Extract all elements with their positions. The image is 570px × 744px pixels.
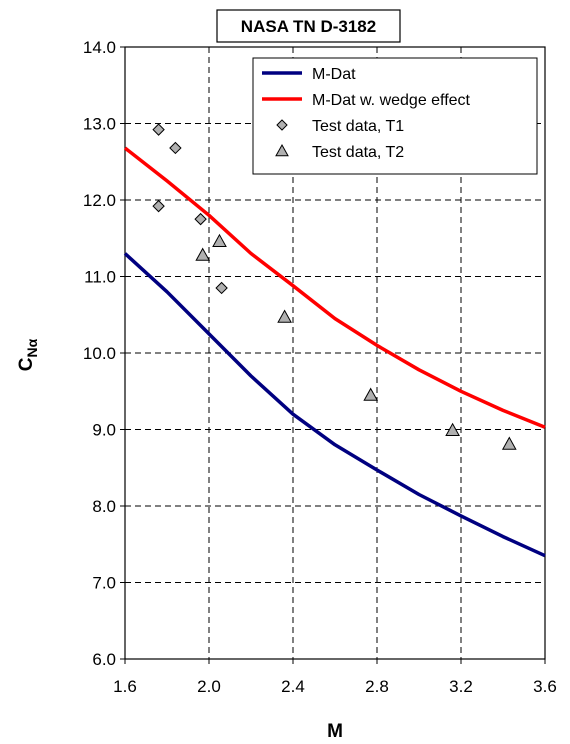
data-point-test-data-t2 <box>212 233 227 248</box>
series-line-m-dat-w-wedge-effect <box>123 146 546 429</box>
legend-marker <box>275 143 289 157</box>
chart-title-box: NASA TN D-3182 <box>216 9 401 43</box>
data-point-test-data-t2 <box>277 309 292 323</box>
series-layer <box>123 123 546 558</box>
data-point-test-data-t1 <box>169 141 182 155</box>
y-tick-label: 12.0 <box>83 191 116 210</box>
chart-title: NASA TN D-3182 <box>241 17 376 36</box>
x-tick-label: 2.8 <box>365 677 389 696</box>
y-tick-label: 9.0 <box>92 421 116 440</box>
legend-label: M-Dat w. wedge effect <box>312 92 471 109</box>
y-tick-label: 14.0 <box>83 38 116 57</box>
x-tick-label: 1.6 <box>113 677 137 696</box>
legend-label: M-Dat <box>312 66 356 83</box>
x-tick-label: 2.4 <box>281 677 305 696</box>
y-tick-label: 7.0 <box>92 574 116 593</box>
data-point-test-data-t1 <box>194 212 207 226</box>
legend-box <box>252 57 538 175</box>
y-tick-label: 8.0 <box>92 497 116 516</box>
y-tick-label: 6.0 <box>92 650 116 669</box>
data-point-test-data-t1 <box>215 281 228 295</box>
data-point-test-data-t2 <box>501 436 517 450</box>
data-point-test-data-t2 <box>445 422 460 436</box>
axis-tick-labels: 1.6 2.0 2.4 2.8 3.2 3.6 6.0 7.0 8.0 9.0 10.0 11.0 12… <box>83 38 557 696</box>
y-tick-label: 11.0 <box>84 268 116 287</box>
y-axis-title: CNα <box>16 338 40 371</box>
x-tick-label: 3.2 <box>449 677 473 696</box>
y-tick-label: 13.0 <box>83 115 116 134</box>
data-point-test-data-t2 <box>363 387 379 401</box>
y-axis-title-main: C <box>16 357 37 371</box>
data-point-test-data-t1 <box>152 123 165 136</box>
x-tick-label: 3.6 <box>533 677 557 696</box>
y-tick-label: 10.0 <box>83 344 116 363</box>
data-point-test-data-t2 <box>195 247 211 261</box>
x-axis-title: M <box>327 721 343 742</box>
legend-marker <box>276 119 288 131</box>
series-line-m-dat <box>123 252 546 558</box>
legend-label: Test data, T1 <box>312 118 404 135</box>
y-axis-title-sub: Nα <box>24 338 40 357</box>
legend-label: Test data, T2 <box>312 144 404 161</box>
data-point-test-data-t1 <box>152 199 165 213</box>
legend: M-Dat M-Dat w. wedge effect Test data, T1 T… <box>252 57 538 175</box>
x-tick-label: 2.0 <box>197 677 221 696</box>
